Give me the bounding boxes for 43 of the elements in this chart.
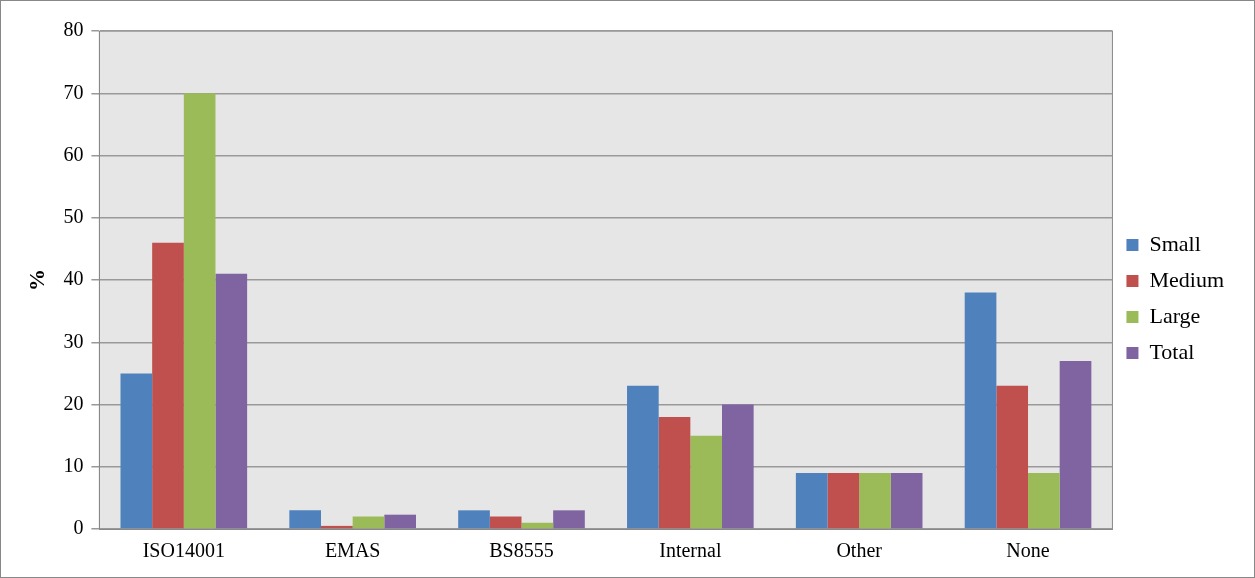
x-tick-label: Internal <box>659 539 722 562</box>
x-tick-label: BS8555 <box>489 539 554 562</box>
legend-label: Large <box>1149 302 1201 328</box>
bar <box>458 510 490 529</box>
bar <box>627 385 659 529</box>
y-tick-label: 80 <box>63 18 84 41</box>
legend-label: Medium <box>1149 266 1225 292</box>
bar <box>795 472 828 529</box>
x-tick-label: EMAS <box>324 539 381 562</box>
legend-label: Total <box>1149 338 1195 364</box>
bar <box>120 373 153 529</box>
y-tick-label: 20 <box>63 391 84 414</box>
bar <box>1059 360 1092 529</box>
bar <box>183 93 216 529</box>
bar <box>964 292 997 529</box>
bar <box>658 416 691 529</box>
bar <box>289 510 322 529</box>
bar <box>859 472 891 529</box>
y-tick-label: 30 <box>63 329 84 352</box>
y-axis-title: % <box>23 269 49 291</box>
bar <box>827 472 860 529</box>
bar <box>553 510 585 529</box>
bar <box>489 516 522 529</box>
y-tick-label: 60 <box>63 142 84 165</box>
y-tick-label: 0 <box>73 516 84 539</box>
bar <box>215 273 248 529</box>
bar <box>352 516 385 529</box>
bar <box>152 242 184 529</box>
bar <box>521 522 554 529</box>
legend-label: Small <box>1149 230 1201 256</box>
y-tick-label: 10 <box>63 454 84 476</box>
bar <box>1028 472 1060 529</box>
bar <box>722 404 754 529</box>
x-tick-label: Other <box>836 539 883 562</box>
y-tick-label: 50 <box>63 205 84 227</box>
x-tick-label: ISO14001 <box>142 539 225 562</box>
x-tick-label: None <box>1006 539 1050 562</box>
y-tick-label: 70 <box>63 80 84 103</box>
bar <box>890 472 923 529</box>
bar <box>996 385 1029 529</box>
bar <box>690 435 722 529</box>
bar <box>384 514 416 529</box>
y-tick-label: 40 <box>63 267 84 290</box>
